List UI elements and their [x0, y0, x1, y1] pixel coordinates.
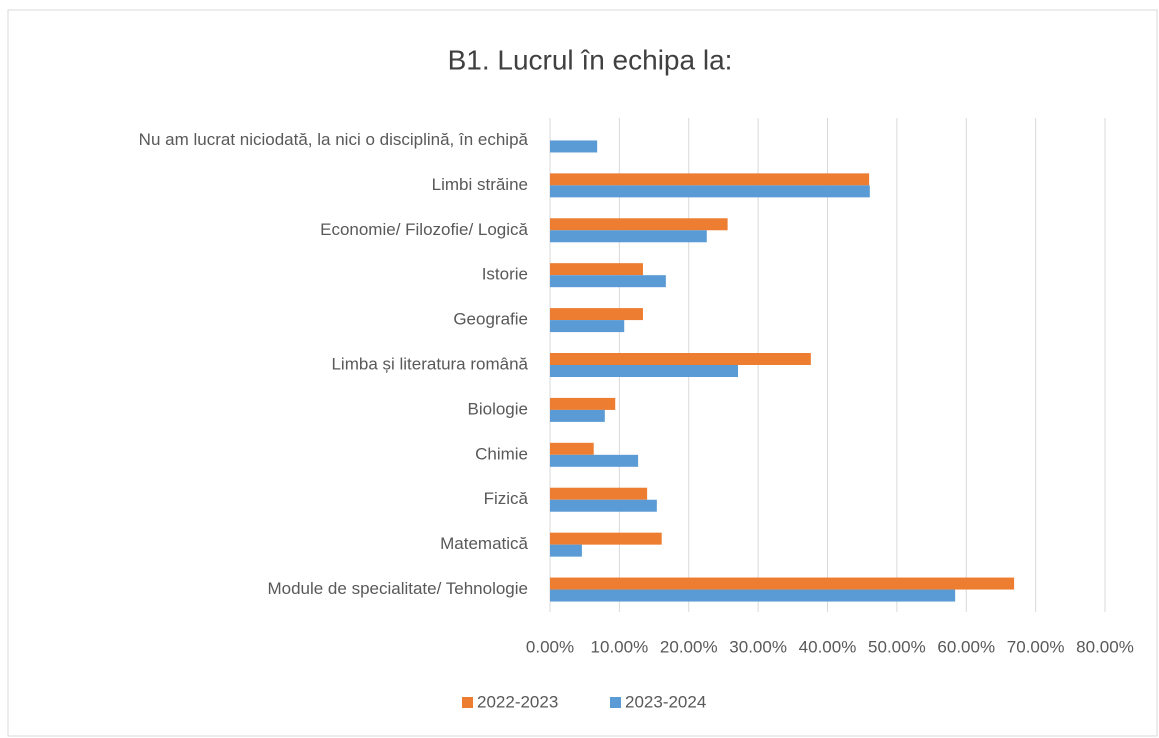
bar: [550, 320, 625, 333]
bar: [550, 589, 956, 602]
bar: [550, 397, 616, 410]
bar: [550, 365, 739, 377]
bar: [550, 532, 662, 545]
y-tick-label: Geografie: [453, 310, 528, 329]
bar: [550, 442, 594, 455]
bar: [550, 173, 870, 186]
x-tick-label: 60.00%: [937, 637, 995, 656]
bar: [550, 454, 639, 467]
legend-label: 2023-2024: [625, 692, 706, 711]
x-tick-label: 10.00%: [591, 637, 649, 656]
y-tick-label: Economie/ Filozofie/ Logică: [320, 220, 528, 239]
bar: [550, 140, 598, 153]
bar: [550, 185, 870, 198]
x-tick-label: 80.00%: [1076, 637, 1134, 656]
bar: [550, 409, 605, 422]
y-tick-label: Nu am lucrat niciodată, la nici o discip…: [139, 130, 529, 149]
x-tick-label: 0.00%: [526, 637, 574, 656]
x-tick-label: 50.00%: [868, 637, 926, 656]
bar: [550, 577, 1015, 590]
y-tick-label: Biologie: [468, 399, 529, 418]
bar: [550, 230, 707, 243]
chart-title: B1. Lucrul în echipa la:: [448, 44, 733, 75]
legend-label: 2022-2023: [477, 692, 558, 711]
y-tick-label: Matematică: [440, 534, 528, 553]
legend-swatch: [462, 697, 473, 708]
bar: [550, 487, 648, 500]
x-tick-label: 70.00%: [1007, 637, 1065, 656]
y-tick-label: Fizică: [484, 489, 529, 508]
bar: [550, 353, 811, 365]
y-tick-label: Istorie: [482, 265, 528, 284]
x-tick-label: 40.00%: [799, 637, 857, 656]
x-tick-label: 30.00%: [729, 637, 787, 656]
bar: [550, 275, 666, 288]
y-tick-label: Limbi străine: [432, 175, 528, 194]
bar: [550, 263, 643, 276]
legend-swatch: [610, 697, 621, 708]
bar: [550, 308, 643, 321]
y-tick-label: Chimie: [475, 444, 528, 463]
y-tick-label: Limba și literatura română: [331, 354, 528, 373]
y-tick-label: Module de specialitate/ Tehnologie: [267, 579, 528, 598]
bar: [550, 218, 728, 231]
bar: [550, 499, 657, 512]
bar: [550, 544, 582, 557]
x-tick-label: 20.00%: [660, 637, 718, 656]
